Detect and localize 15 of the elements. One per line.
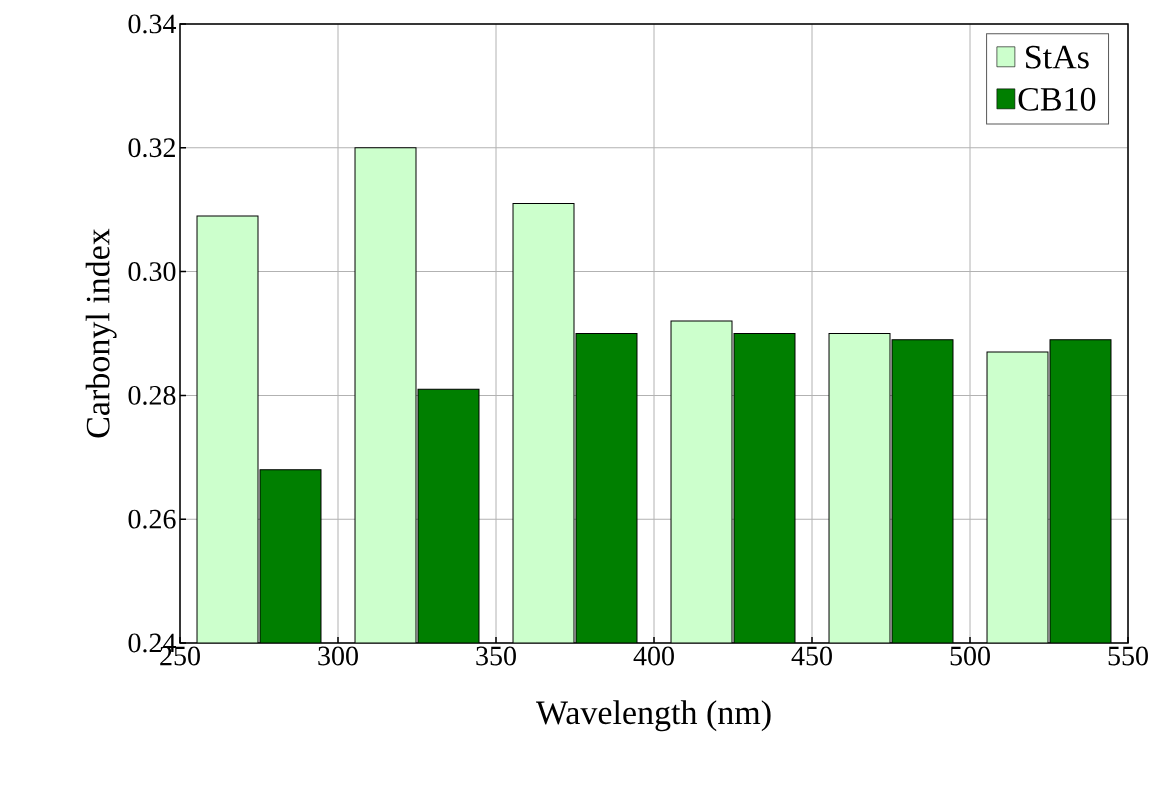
- x-tick-label: 550: [1108, 646, 1148, 666]
- y-tick-label: 0.30: [128, 262, 176, 282]
- y-tick-label: 0.28: [128, 385, 176, 405]
- legend-label: CB10: [1018, 87, 1096, 111]
- legend-label: StAs: [1026, 45, 1089, 69]
- x-axis-title: Wavelength (nm): [535, 700, 771, 732]
- y-tick-label: 0.32: [128, 138, 175, 158]
- x-tick-label: 450: [791, 646, 832, 666]
- x-tick-label: 400: [633, 646, 674, 666]
- x-tick-label: 500: [950, 646, 990, 666]
- x-tick-label: 350: [476, 646, 516, 666]
- y-axis-title: Carbonyl index: [85, 228, 117, 438]
- y-tick-label: 0.26: [128, 509, 176, 529]
- y-tick-label: 0.34: [128, 14, 177, 34]
- x-tick-label: 300: [318, 646, 358, 666]
